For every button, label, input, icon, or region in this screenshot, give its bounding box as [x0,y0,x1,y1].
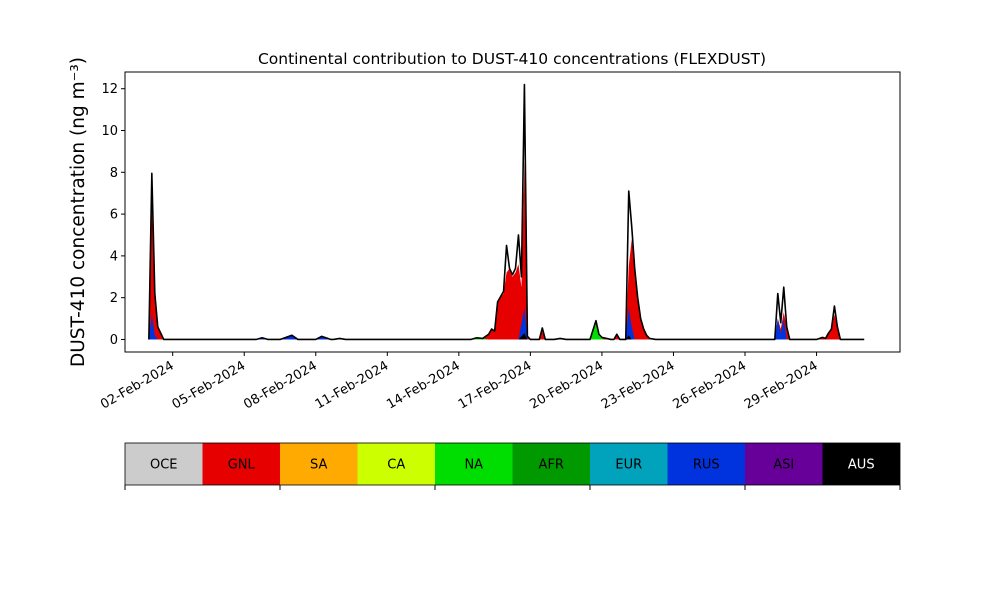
legend-swatch-eur [590,443,668,485]
series-layer [148,83,865,341]
y-tick-label: 6 [110,208,118,223]
legend-label-ca: CA [387,458,405,473]
legend-swatch-oce [125,443,203,485]
legend-label-afr: AFR [539,458,564,473]
legend-swatch-ca [357,443,435,485]
series-area-rus [148,308,787,340]
legend-label-asi: ASI [773,458,794,473]
legend-label-aus: AUS [848,458,875,473]
legend-swatch-asi [745,443,823,485]
legend-label-sa: SA [310,458,327,473]
legend: OCE GNL SA CA NA AFR EUR RUS ASI AUS [124,442,901,490]
y-tick-label: 10 [101,124,118,139]
legend-label-na: NA [464,458,483,473]
legend-swatch-gnl [202,443,280,485]
y-tick-label: 12 [101,82,118,97]
chart-title: Continental contribution to DUST-410 con… [258,50,766,68]
legend-label-eur: EUR [615,458,642,473]
y-tick-label: 0 [110,333,118,348]
series-area-na [470,322,605,340]
legend-swatch-aus [822,443,900,485]
legend-swatch-rus [667,443,745,485]
legend-swatch-afr [512,443,590,485]
legend-swatch-sa [280,443,358,485]
y-tick-label: 4 [110,249,118,264]
plot-frame [124,71,901,353]
y-tick-label: 2 [110,291,118,306]
y-tick-label: 8 [110,166,118,181]
legend-swatch-na [435,443,513,485]
total-concentration-line [148,83,865,341]
legend-frame [124,442,901,486]
legend-label-rus: RUS [693,458,720,473]
legend-label-oce: OCE [150,458,178,473]
legend-label-gnl: GNL [228,458,256,473]
y-axis-label: DUST-410 concentration (ng m⁻³) [68,57,89,367]
